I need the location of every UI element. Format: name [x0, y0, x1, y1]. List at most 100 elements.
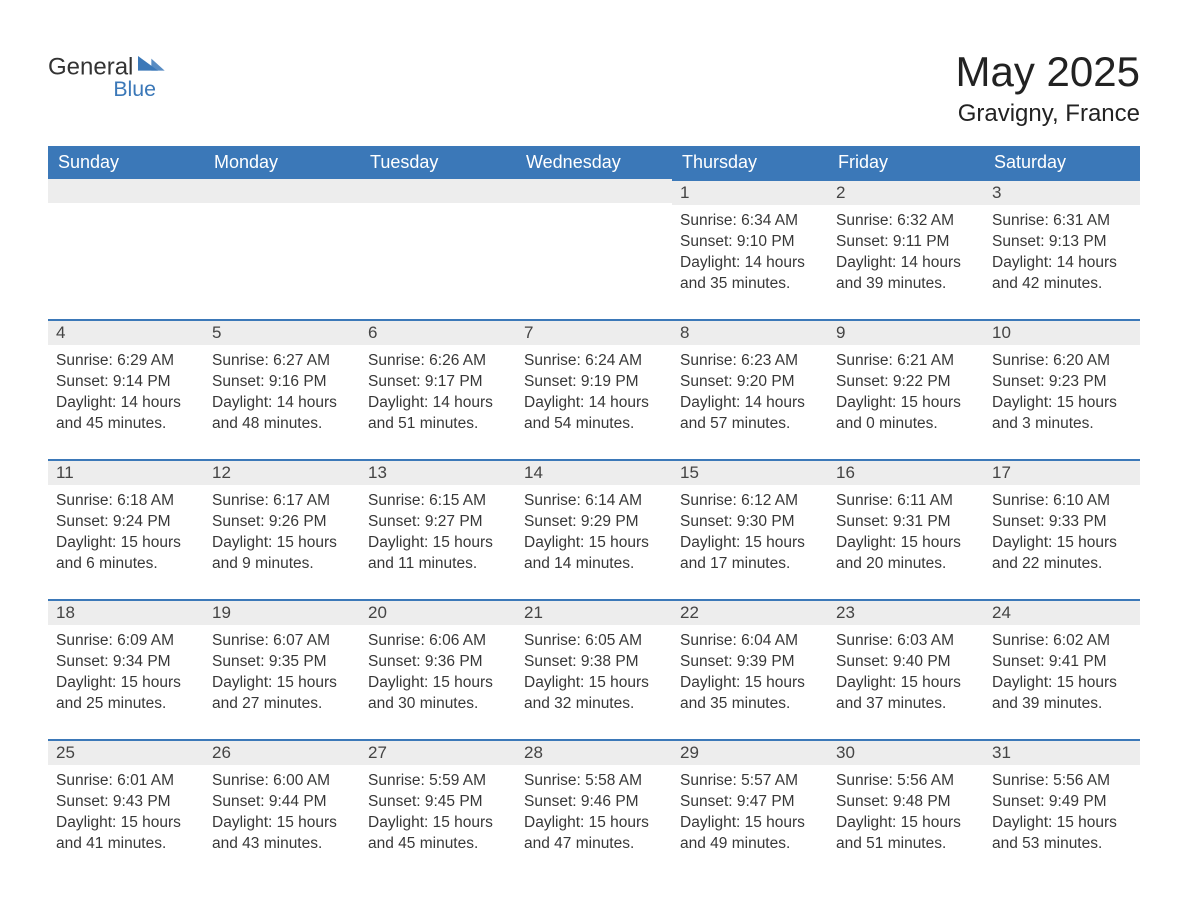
- sunrise-line: Sunrise: 5:56 AM: [836, 771, 976, 792]
- sunset-line: Sunset: 9:45 PM: [368, 792, 508, 813]
- calendar-cell: [204, 179, 360, 319]
- sunrise-line: Sunrise: 6:15 AM: [368, 491, 508, 512]
- day-number: 14: [516, 459, 672, 485]
- calendar-row: 1Sunrise: 6:34 AMSunset: 9:10 PMDaylight…: [48, 179, 1140, 319]
- daylight-line: Daylight: 15 hours and 43 minutes.: [212, 813, 352, 855]
- sunset-line: Sunset: 9:26 PM: [212, 512, 352, 533]
- day-details: Sunrise: 6:01 AMSunset: 9:43 PMDaylight:…: [48, 765, 204, 861]
- calendar-cell: 7Sunrise: 6:24 AMSunset: 9:19 PMDaylight…: [516, 319, 672, 459]
- daylight-line: Daylight: 15 hours and 51 minutes.: [836, 813, 976, 855]
- day-number: 2: [828, 179, 984, 205]
- day-number: 8: [672, 319, 828, 345]
- weekday-header: Monday: [204, 146, 360, 179]
- day-details: Sunrise: 6:12 AMSunset: 9:30 PMDaylight:…: [672, 485, 828, 581]
- daylight-line: Daylight: 14 hours and 51 minutes.: [368, 393, 508, 435]
- sunrise-line: Sunrise: 6:18 AM: [56, 491, 196, 512]
- day-number: 24: [984, 599, 1140, 625]
- day-details: Sunrise: 5:56 AMSunset: 9:49 PMDaylight:…: [984, 765, 1140, 861]
- sunset-line: Sunset: 9:40 PM: [836, 652, 976, 673]
- sunset-line: Sunset: 9:47 PM: [680, 792, 820, 813]
- calendar-cell: 23Sunrise: 6:03 AMSunset: 9:40 PMDayligh…: [828, 599, 984, 739]
- day-number: 23: [828, 599, 984, 625]
- calendar-cell: 26Sunrise: 6:00 AMSunset: 9:44 PMDayligh…: [204, 739, 360, 879]
- brand-logo: General Blue: [48, 48, 208, 104]
- daylight-line: Daylight: 15 hours and 45 minutes.: [368, 813, 508, 855]
- calendar-cell: 27Sunrise: 5:59 AMSunset: 9:45 PMDayligh…: [360, 739, 516, 879]
- sunset-line: Sunset: 9:49 PM: [992, 792, 1132, 813]
- calendar-cell: 18Sunrise: 6:09 AMSunset: 9:34 PMDayligh…: [48, 599, 204, 739]
- daylight-line: Daylight: 14 hours and 45 minutes.: [56, 393, 196, 435]
- sunrise-line: Sunrise: 6:00 AM: [212, 771, 352, 792]
- sunset-line: Sunset: 9:38 PM: [524, 652, 664, 673]
- sunset-line: Sunset: 9:19 PM: [524, 372, 664, 393]
- calendar-cell: 20Sunrise: 6:06 AMSunset: 9:36 PMDayligh…: [360, 599, 516, 739]
- calendar-cell: 21Sunrise: 6:05 AMSunset: 9:38 PMDayligh…: [516, 599, 672, 739]
- sunrise-line: Sunrise: 6:14 AM: [524, 491, 664, 512]
- day-number: 16: [828, 459, 984, 485]
- sunrise-line: Sunrise: 6:01 AM: [56, 771, 196, 792]
- title-block: May 2025 Gravigny, France: [956, 48, 1140, 128]
- sunrise-line: Sunrise: 6:09 AM: [56, 631, 196, 652]
- day-number: 18: [48, 599, 204, 625]
- day-number: 29: [672, 739, 828, 765]
- sunrise-line: Sunrise: 6:20 AM: [992, 351, 1132, 372]
- sunrise-line: Sunrise: 5:58 AM: [524, 771, 664, 792]
- sunrise-line: Sunrise: 6:31 AM: [992, 211, 1132, 232]
- weekday-header: Tuesday: [360, 146, 516, 179]
- calendar-row: 18Sunrise: 6:09 AMSunset: 9:34 PMDayligh…: [48, 599, 1140, 739]
- sunset-line: Sunset: 9:11 PM: [836, 232, 976, 253]
- sunrise-line: Sunrise: 6:06 AM: [368, 631, 508, 652]
- days-of-week-row: SundayMondayTuesdayWednesdayThursdayFrid…: [48, 146, 1140, 179]
- day-number: 6: [360, 319, 516, 345]
- calendar-cell: 29Sunrise: 5:57 AMSunset: 9:47 PMDayligh…: [672, 739, 828, 879]
- sunrise-line: Sunrise: 6:21 AM: [836, 351, 976, 372]
- day-details: Sunrise: 5:57 AMSunset: 9:47 PMDaylight:…: [672, 765, 828, 861]
- daylight-line: Daylight: 15 hours and 41 minutes.: [56, 813, 196, 855]
- sunrise-line: Sunrise: 5:56 AM: [992, 771, 1132, 792]
- logo-triangle2-icon: [151, 59, 164, 71]
- calendar-cell: 8Sunrise: 6:23 AMSunset: 9:20 PMDaylight…: [672, 319, 828, 459]
- sunset-line: Sunset: 9:27 PM: [368, 512, 508, 533]
- sunset-line: Sunset: 9:44 PM: [212, 792, 352, 813]
- sunrise-line: Sunrise: 6:23 AM: [680, 351, 820, 372]
- sunrise-line: Sunrise: 6:04 AM: [680, 631, 820, 652]
- sunset-line: Sunset: 9:16 PM: [212, 372, 352, 393]
- calendar-cell: [360, 179, 516, 319]
- sunset-line: Sunset: 9:43 PM: [56, 792, 196, 813]
- day-details: Sunrise: 6:09 AMSunset: 9:34 PMDaylight:…: [48, 625, 204, 721]
- daylight-line: Daylight: 15 hours and 39 minutes.: [992, 673, 1132, 715]
- daylight-line: Daylight: 14 hours and 42 minutes.: [992, 253, 1132, 295]
- daylight-line: Daylight: 15 hours and 11 minutes.: [368, 533, 508, 575]
- daylight-line: Daylight: 15 hours and 49 minutes.: [680, 813, 820, 855]
- day-details: Sunrise: 5:59 AMSunset: 9:45 PMDaylight:…: [360, 765, 516, 861]
- calendar-cell: [48, 179, 204, 319]
- sunset-line: Sunset: 9:33 PM: [992, 512, 1132, 533]
- calendar-cell: 31Sunrise: 5:56 AMSunset: 9:49 PMDayligh…: [984, 739, 1140, 879]
- calendar-cell: 25Sunrise: 6:01 AMSunset: 9:43 PMDayligh…: [48, 739, 204, 879]
- logo-word-blue: Blue: [113, 77, 156, 101]
- sunrise-line: Sunrise: 6:02 AM: [992, 631, 1132, 652]
- day-number: 25: [48, 739, 204, 765]
- day-number: 21: [516, 599, 672, 625]
- day-number: 31: [984, 739, 1140, 765]
- daylight-line: Daylight: 14 hours and 54 minutes.: [524, 393, 664, 435]
- day-details: Sunrise: 5:58 AMSunset: 9:46 PMDaylight:…: [516, 765, 672, 861]
- day-details: Sunrise: 6:03 AMSunset: 9:40 PMDaylight:…: [828, 625, 984, 721]
- day-number: 28: [516, 739, 672, 765]
- daylight-line: Daylight: 15 hours and 3 minutes.: [992, 393, 1132, 435]
- weekday-header: Saturday: [984, 146, 1140, 179]
- day-number: 11: [48, 459, 204, 485]
- day-details: Sunrise: 6:17 AMSunset: 9:26 PMDaylight:…: [204, 485, 360, 581]
- sunset-line: Sunset: 9:46 PM: [524, 792, 664, 813]
- calendar-cell: 11Sunrise: 6:18 AMSunset: 9:24 PMDayligh…: [48, 459, 204, 599]
- day-number: 3: [984, 179, 1140, 205]
- day-number: 13: [360, 459, 516, 485]
- day-details: Sunrise: 6:29 AMSunset: 9:14 PMDaylight:…: [48, 345, 204, 441]
- sunrise-line: Sunrise: 6:34 AM: [680, 211, 820, 232]
- daylight-line: Daylight: 15 hours and 22 minutes.: [992, 533, 1132, 575]
- calendar-cell: 28Sunrise: 5:58 AMSunset: 9:46 PMDayligh…: [516, 739, 672, 879]
- sunrise-line: Sunrise: 6:17 AM: [212, 491, 352, 512]
- sunset-line: Sunset: 9:34 PM: [56, 652, 196, 673]
- day-number: 7: [516, 319, 672, 345]
- day-details: Sunrise: 6:11 AMSunset: 9:31 PMDaylight:…: [828, 485, 984, 581]
